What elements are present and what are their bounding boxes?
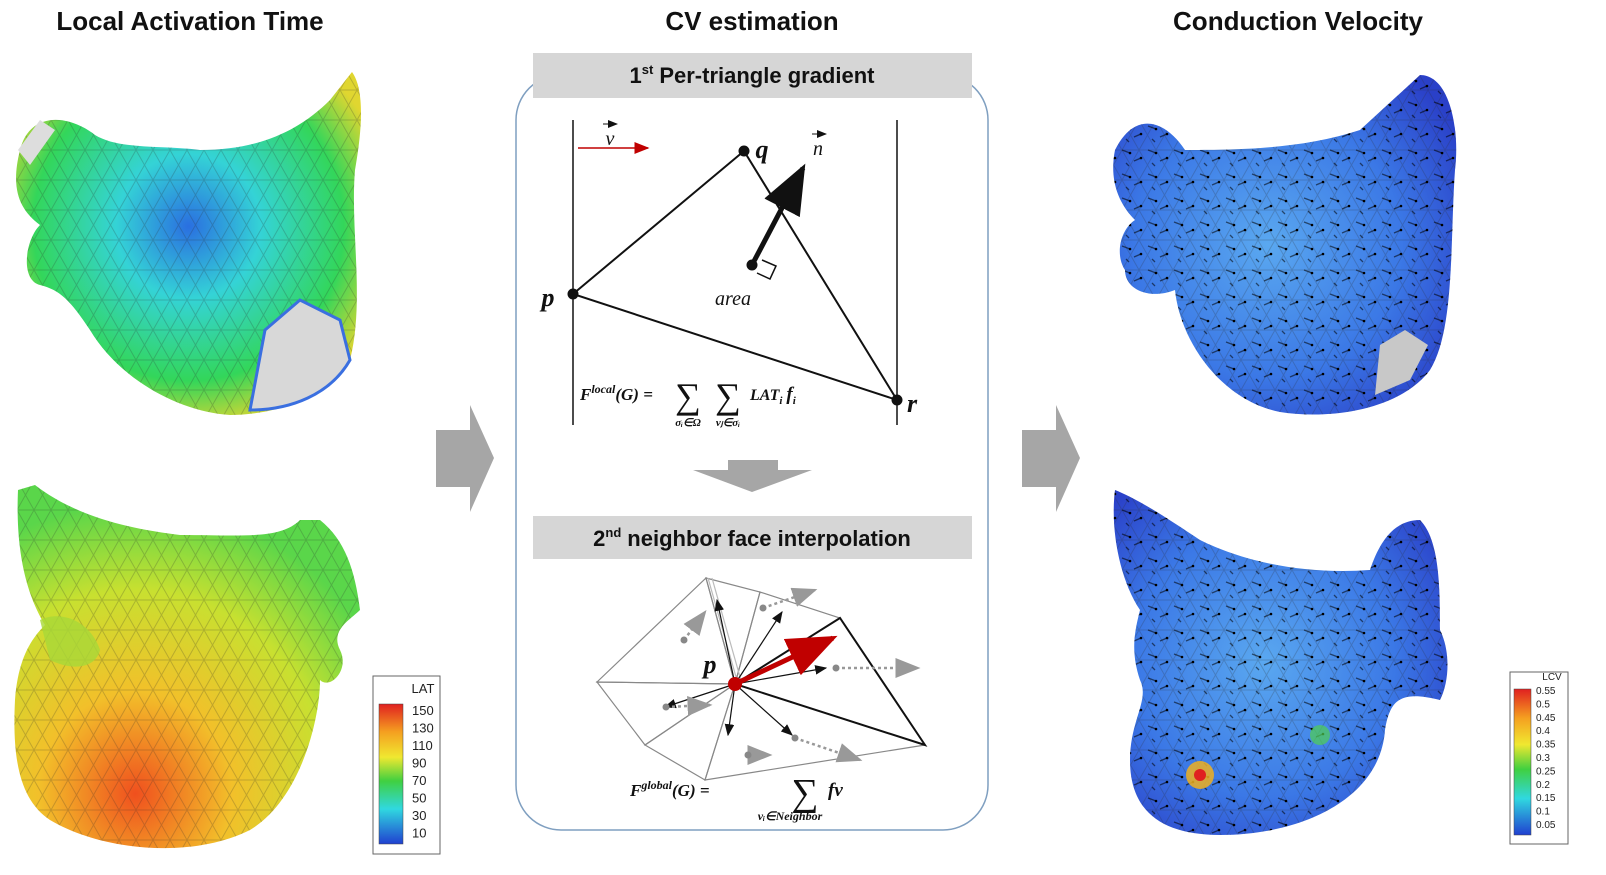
factor-sub: i bbox=[793, 395, 797, 407]
vertex-r: r bbox=[907, 389, 918, 418]
svg-text:Fglobal(G) =: Fglobal(G) = bbox=[629, 778, 710, 800]
legend-tick-label: 30 bbox=[412, 808, 426, 823]
f-arg: (G) = bbox=[672, 781, 710, 800]
legend-tick-label: 0.45 bbox=[1536, 713, 1556, 724]
f-sup: local bbox=[591, 382, 616, 396]
ordinal: 1 bbox=[630, 63, 642, 88]
legend-tick-label: 70 bbox=[412, 773, 426, 788]
legend-tick-label: 150 bbox=[412, 703, 434, 718]
step1-label: 1st Per-triangle gradient bbox=[630, 62, 876, 88]
legend-tick-label: 0.3 bbox=[1536, 753, 1550, 764]
step2-label: 2nd neighbor face interpolation bbox=[593, 525, 911, 551]
ordinal: 2 bbox=[593, 526, 605, 551]
sum-sign: ∑ bbox=[675, 376, 701, 416]
vertex-q: q bbox=[756, 135, 769, 164]
ordinal-suffix: nd bbox=[605, 525, 621, 540]
legend-tick-label: 130 bbox=[412, 721, 434, 736]
legend-lcv: LCV 0.55 0.5 0.45 0.4 0.35 0.3 0.25 0.2 0.15 0.1 0… bbox=[1510, 672, 1568, 844]
title-middle: CV estimation bbox=[665, 6, 838, 36]
legend-lat: LAT 150 130 110 90 70 50 30 10 bbox=[373, 676, 440, 854]
sum-sign: ∑ bbox=[791, 772, 818, 814]
legend-tick-label: 50 bbox=[412, 791, 426, 806]
f-sup: global bbox=[640, 778, 672, 792]
title-left: Local Activation Time bbox=[56, 6, 323, 36]
legend-tick-label: 0.05 bbox=[1536, 820, 1556, 831]
legend-tick-label: 0.55 bbox=[1536, 686, 1556, 697]
sum-sign: ∑ bbox=[715, 376, 741, 416]
legend-tick-label: 0.15 bbox=[1536, 793, 1556, 804]
heart-lat-bottom bbox=[14, 485, 360, 848]
legend-tick-label: 0.5 bbox=[1536, 699, 1550, 710]
legend-lcv-title: LCV bbox=[1542, 672, 1562, 683]
term: fv bbox=[828, 780, 843, 801]
neighbor-diagram bbox=[597, 578, 925, 780]
legend-tick-label: 0.1 bbox=[1536, 807, 1550, 818]
sum-sub: σᵢ∈Ω bbox=[675, 417, 701, 429]
vector-v: v bbox=[606, 128, 615, 150]
svg-text:Flocal(G) =: Flocal(G) = bbox=[579, 382, 653, 404]
legend-lat-title: LAT bbox=[412, 681, 435, 696]
panel bbox=[516, 75, 988, 830]
legend-tick-label: 0.4 bbox=[1536, 726, 1550, 737]
arrow-right bbox=[436, 405, 494, 512]
legend-tick-label: 90 bbox=[412, 756, 426, 771]
f-symbol: F bbox=[579, 385, 592, 404]
f-arg: (G) = bbox=[615, 385, 653, 404]
term: LAT bbox=[749, 387, 781, 404]
vector-n: n bbox=[813, 138, 823, 160]
f-symbol: F bbox=[629, 781, 642, 800]
sum-sub: vⱼ∈σᵢ bbox=[716, 417, 740, 429]
figure: Local Activation Time CV estimation Cond… bbox=[0, 0, 1606, 875]
step-text: neighbor face interpolation bbox=[627, 526, 911, 551]
legend-tick-label: 110 bbox=[412, 738, 433, 753]
legend-tick-label: 10 bbox=[412, 826, 426, 841]
formula-global: Fglobal(G) = ∑ vᵢ∈Neighbor fv bbox=[629, 772, 843, 823]
vertex-p: p bbox=[702, 650, 717, 679]
arrow-down bbox=[693, 460, 812, 492]
term-sub: i bbox=[779, 395, 783, 407]
heart-lat-top bbox=[16, 72, 361, 415]
area-label: area bbox=[715, 288, 751, 310]
heart-cv-top bbox=[1113, 75, 1456, 415]
legend-tick-label: 0.25 bbox=[1536, 766, 1556, 777]
step-text: Per-triangle gradient bbox=[659, 63, 875, 88]
legend-tick-label: 0.2 bbox=[1536, 780, 1550, 791]
sum-sub: vᵢ∈Neighbor bbox=[758, 809, 823, 823]
vertex-p: p bbox=[540, 283, 555, 312]
ordinal-suffix: st bbox=[642, 62, 654, 77]
legend-tick-label: 0.35 bbox=[1536, 740, 1556, 751]
arrow-right bbox=[1022, 405, 1080, 512]
heart-cv-bottom bbox=[1114, 490, 1448, 835]
title-right: Conduction Velocity bbox=[1173, 6, 1423, 36]
